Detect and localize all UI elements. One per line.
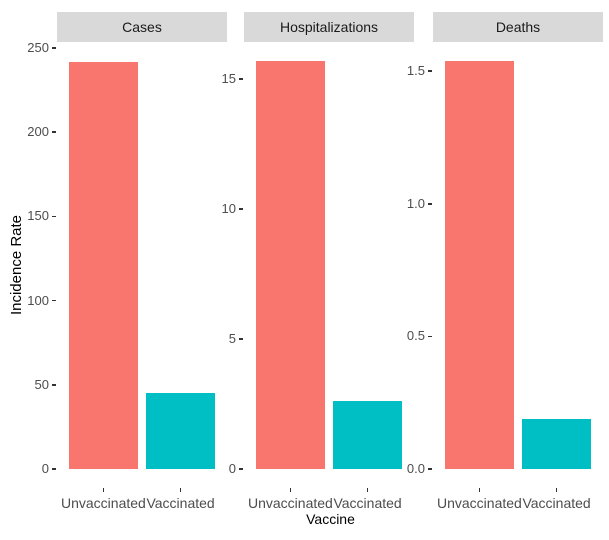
y-tick-mark: [239, 468, 243, 470]
y-tick-label: 0.0: [406, 461, 425, 476]
facet-strip-label: Hospitalizations: [279, 19, 379, 35]
y-tick-label: 0: [41, 461, 49, 476]
x-tick-mark: [366, 488, 369, 492]
y-tick-mark: [428, 468, 432, 470]
y-tick-mark: [52, 47, 56, 49]
bar-vaccinated: [332, 401, 403, 469]
y-tick-mark: [428, 70, 432, 72]
y-tick-mark: [52, 215, 56, 218]
y-tick-label: 0: [228, 461, 236, 476]
facet-strip-hospitalizations: Hospitalizations: [244, 12, 414, 42]
x-tick-mark: [289, 488, 292, 492]
y-tick-label: 0.5: [406, 328, 425, 344]
x-tick-label: Unvaccinated: [247, 495, 333, 511]
y-tick-mark: [52, 468, 56, 470]
x-tick-mark: [102, 488, 105, 492]
y-tick-mark: [428, 203, 432, 205]
facet-strip-label: Cases: [122, 19, 162, 35]
x-tick-mark: [478, 488, 481, 492]
facet-panel-hospitalizations: 0 5 10 15 Unvaccinated Vaccinated: [222, 42, 414, 511]
bar-unvaccinated: [444, 60, 515, 469]
facet-panel-deaths: 0.0 0.5 1.0 1.5 Unvaccinated Vaccinated: [407, 42, 603, 511]
y-tick-label: 250: [27, 40, 49, 56]
x-tick-label: Unvaccinated: [436, 495, 522, 511]
bar-unvaccinated: [255, 60, 326, 469]
y-tick-mark: [239, 78, 243, 80]
facet-strip-cases: Cases: [57, 12, 227, 42]
y-tick-mark: [239, 208, 243, 210]
y-tick-label: 150: [27, 208, 49, 224]
y-tick-label: 200: [27, 124, 49, 140]
x-tick-label: Unvaccinated: [60, 495, 146, 511]
y-tick-label: 1.0: [406, 195, 425, 211]
y-tick-label: 10: [221, 200, 236, 216]
y-tick-label: 5: [228, 330, 236, 346]
y-tick-label: 100: [27, 292, 49, 308]
x-tick-mark: [179, 488, 182, 492]
y-tick-mark: [52, 131, 56, 133]
x-tick-label: Vaccinated: [333, 495, 402, 511]
x-tick-label: Vaccinated: [146, 495, 215, 511]
x-tick-mark: [555, 488, 558, 492]
y-tick-label: 50: [34, 376, 49, 392]
bar-vaccinated: [521, 418, 592, 469]
y-tick-label: 15: [221, 70, 236, 86]
y-tick-mark: [52, 299, 56, 302]
facet-strip-deaths: Deaths: [433, 12, 603, 42]
bar-unvaccinated: [68, 61, 139, 469]
facet-strip-label: Deaths: [495, 19, 541, 35]
facet-panel-cases: 0 50 100 150 200 250 Unvaccinated Vaccinated: [27, 40, 227, 511]
y-tick-mark: [239, 338, 243, 340]
bar-vaccinated: [145, 393, 216, 469]
x-tick-label: Vaccinated: [522, 495, 591, 511]
y-tick-mark: [52, 384, 56, 386]
y-tick-label: 1.5: [406, 63, 425, 79]
x-axis-title: Vaccine: [306, 511, 355, 527]
y-tick-mark: [428, 335, 432, 338]
